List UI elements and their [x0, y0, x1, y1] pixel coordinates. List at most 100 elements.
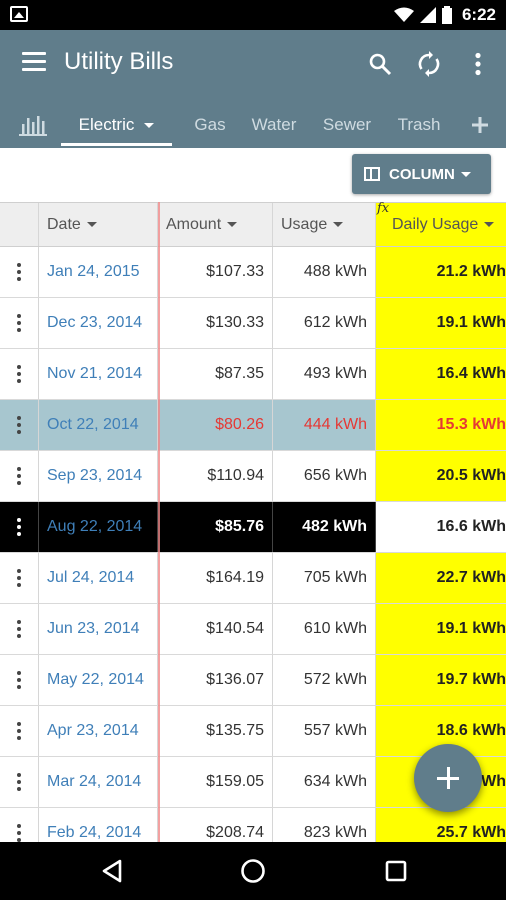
usage-cell: 572 kWh [273, 655, 376, 705]
usage-cell: 610 kWh [273, 604, 376, 654]
home-icon[interactable] [235, 853, 271, 889]
usage-cell: 612 kWh [273, 298, 376, 348]
back-icon[interactable] [94, 853, 130, 889]
add-tab-icon[interactable] [466, 102, 494, 148]
tab-electric[interactable]: Electric [61, 102, 172, 148]
amount-cell: $87.35 [158, 349, 273, 399]
table-toolbar: COLUMN [0, 148, 506, 202]
amount-cell: $164.19 [158, 553, 273, 603]
usage-cell: 705 kWh [273, 553, 376, 603]
amount-cell: $135.75 [158, 706, 273, 756]
tab-gas[interactable]: Gas [194, 115, 226, 134]
date-cell[interactable]: Jul 24, 2014 [39, 553, 158, 603]
daily-usage-cell: 25.7 kWh [376, 808, 506, 842]
usage-cell: 557 kWh [273, 706, 376, 756]
usage-cell: 493 kWh [273, 349, 376, 399]
daily-usage-cell: 19.1 kWh [376, 604, 506, 654]
row-menu-icon[interactable] [0, 400, 39, 450]
app-title: Utility Bills [64, 48, 174, 75]
date-cell[interactable]: Jan 24, 2015 [39, 247, 158, 297]
header-daily-usage[interactable]: Daily Usage [376, 203, 506, 246]
row-menu-icon[interactable] [0, 247, 39, 297]
amount-cell: $110.94 [158, 451, 273, 501]
header-date[interactable]: Date [39, 203, 158, 246]
daily-usage-cell: 16.4 kWh [376, 349, 506, 399]
row-menu-icon[interactable] [0, 349, 39, 399]
search-icon[interactable] [362, 46, 398, 82]
more-options-icon[interactable] [460, 46, 496, 82]
table-row[interactable]: May 22, 2014 $136.07 572 kWh 19.7 kWh [0, 655, 506, 706]
tab-bar: Electric Gas Water Sewer Trash [0, 102, 506, 148]
date-cell[interactable]: Oct 22, 2014 [39, 400, 158, 450]
row-menu-icon[interactable] [0, 502, 39, 552]
column-icon [364, 167, 380, 181]
date-cell[interactable]: Apr 23, 2014 [39, 706, 158, 756]
row-menu-icon[interactable] [0, 298, 39, 348]
amount-cell: $140.54 [158, 604, 273, 654]
row-menu-icon[interactable] [0, 655, 39, 705]
date-cell[interactable]: Jun 23, 2014 [39, 604, 158, 654]
add-bill-button[interactable] [414, 744, 482, 812]
date-cell[interactable]: Aug 22, 2014 [39, 502, 158, 552]
app-bar: Utility Bills Electric Gas Water Sewer T… [0, 30, 506, 148]
daily-usage-cell: 20.5 kWh [376, 451, 506, 501]
table-row[interactable]: Jun 23, 2014 $140.54 610 kWh 19.1 kWh [0, 604, 506, 655]
table-row[interactable]: Dec 23, 2014 $130.33 612 kWh 19.1 kWh [0, 298, 506, 349]
recents-icon[interactable] [378, 853, 414, 889]
date-cell[interactable]: Dec 23, 2014 [39, 298, 158, 348]
amount-cell: $159.05 [158, 757, 273, 807]
row-menu-icon[interactable] [0, 706, 39, 756]
daily-usage-cell: 21.2 kWh [376, 247, 506, 297]
date-cell[interactable]: Sep 23, 2014 [39, 451, 158, 501]
chart-icon[interactable] [14, 102, 52, 148]
header-amount[interactable]: Amount [158, 203, 273, 246]
sort-icon [484, 222, 495, 227]
tab-sewer[interactable]: Sewer [322, 115, 372, 134]
column-divider-line [158, 202, 160, 842]
daily-usage-cell: 19.7 kWh [376, 655, 506, 705]
amount-cell: $130.33 [158, 298, 273, 348]
formula-icon: fx [377, 202, 390, 216]
sort-icon [333, 222, 344, 227]
table-header: Date Amount Usage Daily Usage fx [0, 202, 506, 247]
table-row[interactable]: Jul 24, 2014 $164.19 705 kWh 22.7 kWh [0, 553, 506, 604]
row-menu-icon[interactable] [0, 604, 39, 654]
daily-usage-cell: 15.3 kWh [376, 400, 506, 450]
table-row[interactable]: Feb 24, 2014 $208.74 823 kWh 25.7 kWh [0, 808, 506, 842]
daily-usage-cell: 22.7 kWh [376, 553, 506, 603]
header-usage[interactable]: Usage [273, 203, 376, 246]
table-row[interactable]: Jan 24, 2015 $107.33 488 kWh 21.2 kWh [0, 247, 506, 298]
menu-icon[interactable] [22, 52, 46, 74]
table-row[interactable]: Aug 22, 2014 $85.76 482 kWh 16.6 kWh [0, 502, 506, 553]
wifi-icon [393, 7, 414, 22]
row-menu-icon[interactable] [0, 451, 39, 501]
chevron-down-icon [460, 171, 471, 177]
bills-table: Date Amount Usage Daily Usage fx Jan 24,… [0, 202, 506, 842]
amount-cell: $208.74 [158, 808, 273, 842]
date-cell[interactable]: May 22, 2014 [39, 655, 158, 705]
usage-cell: 823 kWh [273, 808, 376, 842]
sort-icon [227, 222, 238, 227]
table-row[interactable]: Nov 21, 2014 $87.35 493 kWh 16.4 kWh [0, 349, 506, 400]
row-menu-icon[interactable] [0, 757, 39, 807]
tab-water[interactable]: Water [251, 115, 297, 134]
table-row[interactable]: Oct 22, 2014 $80.26 444 kWh 15.3 kWh [0, 400, 506, 451]
usage-cell: 488 kWh [273, 247, 376, 297]
usage-cell: 656 kWh [273, 451, 376, 501]
date-cell[interactable]: Nov 21, 2014 [39, 349, 158, 399]
row-menu-icon[interactable] [0, 808, 39, 842]
header-menu-cell [0, 203, 39, 246]
column-button[interactable]: COLUMN [352, 154, 491, 194]
tab-trash[interactable]: Trash [397, 115, 441, 134]
signal-icon [419, 7, 436, 23]
chevron-down-icon [144, 122, 155, 128]
amount-cell: $80.26 [158, 400, 273, 450]
table-row[interactable]: Sep 23, 2014 $110.94 656 kWh 20.5 kWh [0, 451, 506, 502]
amount-cell: $136.07 [158, 655, 273, 705]
row-menu-icon[interactable] [0, 553, 39, 603]
usage-cell: 444 kWh [273, 400, 376, 450]
date-cell[interactable]: Mar 24, 2014 [39, 757, 158, 807]
clock: 6:22 [461, 5, 496, 24]
sync-icon[interactable] [411, 46, 447, 82]
date-cell[interactable]: Feb 24, 2014 [39, 808, 158, 842]
